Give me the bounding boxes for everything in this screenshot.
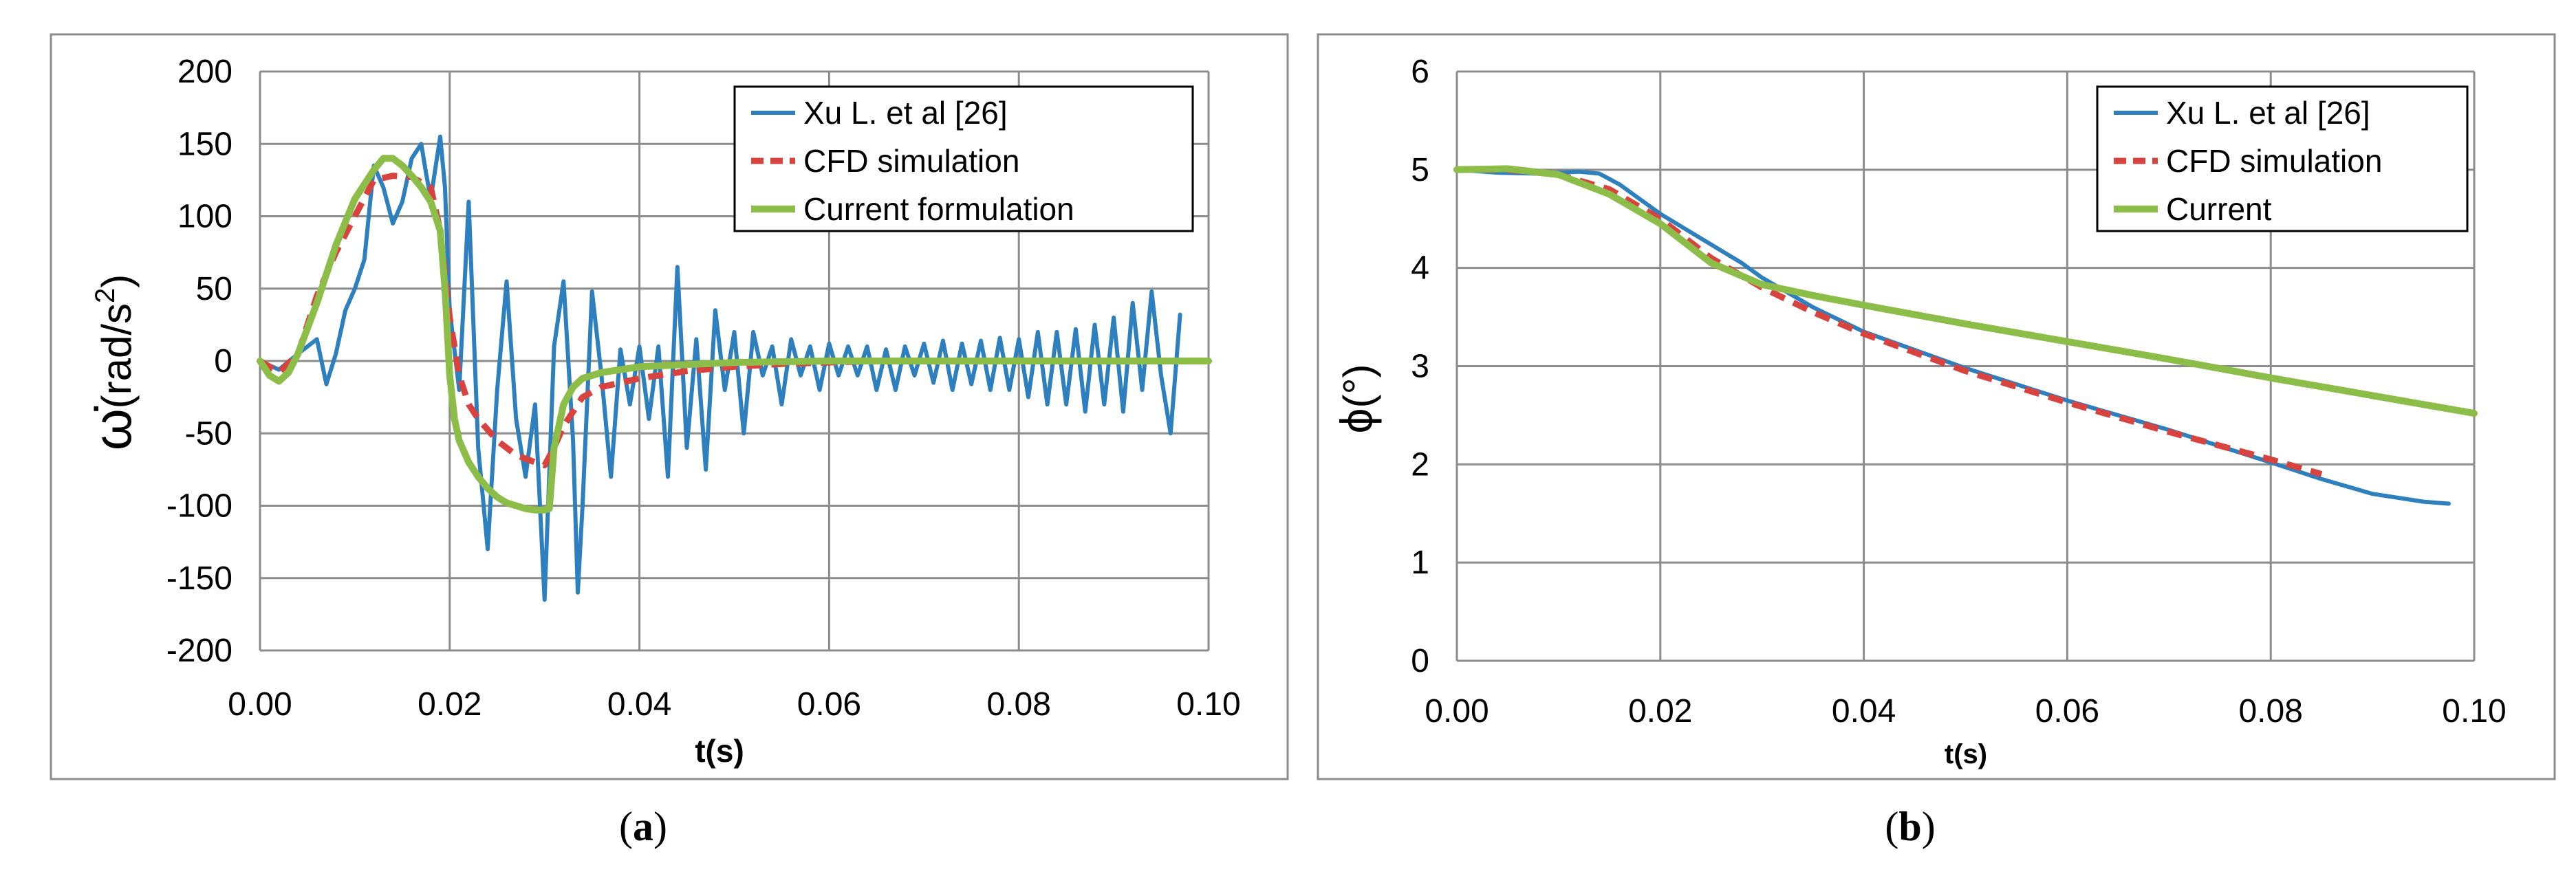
chart-b-legend-label-current: Current bbox=[2166, 191, 2272, 227]
chart-b-legend-label-cfd-simulation: CFD simulation bbox=[2166, 143, 2382, 179]
chart-b-y-tick-label: 5 bbox=[1411, 152, 1429, 188]
chart-a-x-axis-label: t(s) bbox=[695, 733, 744, 769]
chart-b-x-tick-label: 0.06 bbox=[2035, 693, 2099, 730]
chart-a-y-tick-label: -150 bbox=[166, 560, 232, 597]
chart-a-y-tick-label: 100 bbox=[177, 199, 232, 235]
chart-a-series-current-formulation bbox=[257, 155, 1212, 514]
chart-b-y-label-symbol: ϕ bbox=[1331, 408, 1382, 434]
chart-a-x-tick-label: 0.00 bbox=[228, 686, 292, 723]
chart-a-x-tick-label: 0.04 bbox=[607, 686, 671, 723]
chart-a-series bbox=[257, 134, 1212, 602]
chart-b-series-current bbox=[1453, 165, 2478, 417]
chart-a-y-tick-label: -100 bbox=[166, 488, 232, 525]
chart-a-x-tick-labels: 0.00 0.02 0.04 0.06 0.08 0.10 bbox=[228, 686, 1240, 723]
chart-a-y-tick-label: 50 bbox=[196, 271, 232, 307]
chart-b-y-label-unit: (°) bbox=[1335, 364, 1381, 408]
chart-a-y-label-unit: (rad/s bbox=[94, 303, 140, 408]
chart-a-y-tick-label: -200 bbox=[166, 633, 232, 669]
chart-a-y-label-close: ) bbox=[94, 274, 140, 288]
chart-b-y-tick-label: 4 bbox=[1411, 250, 1429, 287]
chart-b-x-tick-label: 0.08 bbox=[2238, 693, 2302, 730]
chart-a-series-cfd-simulation bbox=[258, 173, 877, 469]
chart-panel-a: 200 150 100 50 0 -50 -100 -150 -200 0.00 0.02 0.04… bbox=[50, 33, 1289, 780]
chart-a-legend-label-current-formulation: Current formulation bbox=[803, 191, 1074, 227]
chart-b-legend-label-xu-l-et-al-26: Xu L. et al [26] bbox=[2166, 95, 2370, 131]
chart-b-legend-box bbox=[2096, 85, 2469, 232]
chart-a-x-tick-label: 0.08 bbox=[986, 686, 1050, 723]
chart-a-y-axis-label: ω̇(rad/s2) bbox=[82, 274, 142, 451]
chart-b-y-tick-label: 6 bbox=[1411, 54, 1429, 90]
chart-a-y-label-symbol: ω̇ bbox=[82, 406, 142, 450]
caption-a: (a) bbox=[619, 804, 667, 849]
chart-a-y-label-exponent: 2 bbox=[90, 288, 120, 303]
chart-a-legend-box bbox=[733, 85, 1194, 232]
chart-a-y-tick-label: 200 bbox=[177, 54, 232, 90]
chart-a-y-tick-label: 150 bbox=[177, 126, 232, 162]
caption-b: (b) bbox=[1885, 804, 1935, 849]
chart-b-y-axis-label: ϕ(°) bbox=[1331, 364, 1382, 434]
chart-b-series-xu-l-et-al-26 bbox=[1455, 167, 2451, 506]
caption-a-label: a bbox=[633, 804, 653, 849]
chart-a-legend: Xu L. et al [26] CFD simulation Current fo… bbox=[733, 85, 1194, 232]
chart-a-y-tick-labels: 200 150 100 50 0 -50 -100 -150 -200 bbox=[166, 54, 232, 669]
chart-panel-b: 6 5 4 3 2 1 0 0.00 0.02 0.04 0.06 0.08 0.10 t(s) ϕ(… bbox=[1317, 33, 2556, 780]
chart-b-y-tick-label: 2 bbox=[1411, 446, 1429, 483]
chart-a-x-tick-label: 0.02 bbox=[418, 686, 481, 723]
chart-b-x-tick-label: 0.02 bbox=[1628, 693, 1692, 730]
chart-b-legend: Xu L. et al [26] CFD simulation Current bbox=[2096, 85, 2469, 232]
chart-b-x-tick-label: 0.00 bbox=[1425, 693, 1489, 730]
chart-a-legend-label-cfd-simulation: CFD simulation bbox=[803, 143, 1019, 179]
chart-a-x-tick-label: 0.10 bbox=[1176, 686, 1240, 723]
chart-b-x-tick-label: 0.10 bbox=[2442, 693, 2506, 730]
chart-b-series bbox=[1453, 165, 2478, 506]
chart-b-y-tick-label: 0 bbox=[1411, 643, 1429, 679]
chart-a-y-tick-label: 0 bbox=[214, 343, 232, 380]
caption-b-label: b bbox=[1898, 804, 1921, 849]
chart-b-x-tick-labels: 0.00 0.02 0.04 0.06 0.08 0.10 bbox=[1425, 693, 2506, 730]
chart-b-x-axis-label: t(s) bbox=[1945, 739, 1987, 769]
chart-b-x-tick-label: 0.04 bbox=[1832, 693, 1896, 730]
chart-a-x-tick-label: 0.06 bbox=[797, 686, 861, 723]
chart-b-y-tick-label: 3 bbox=[1411, 349, 1429, 385]
chart-b-y-tick-label: 1 bbox=[1411, 545, 1429, 581]
chart-a-legend-label-xu-l-et-al-26: Xu L. et al [26] bbox=[803, 95, 1008, 131]
chart-b-y-tick-labels: 6 5 4 3 2 1 0 bbox=[1411, 54, 1429, 679]
chart-a-y-tick-label: -50 bbox=[185, 415, 232, 452]
